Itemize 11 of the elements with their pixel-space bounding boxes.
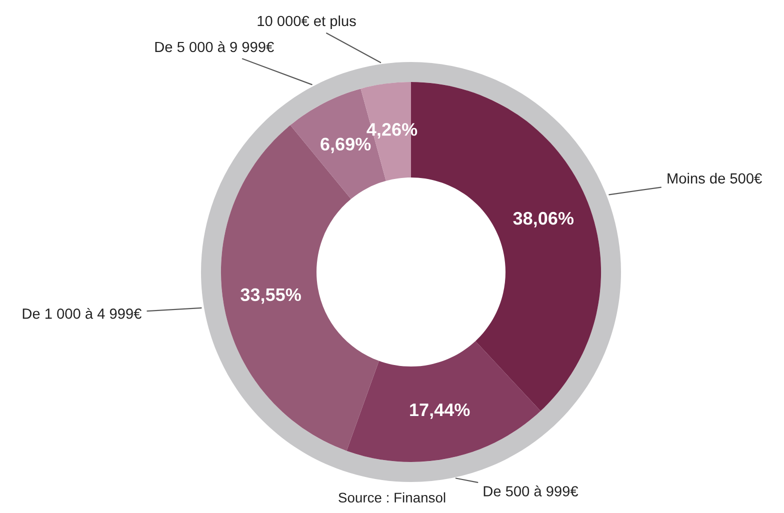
data-label: 33,55% [240, 288, 301, 304]
slice-label: 10 000€ et plus [258, 15, 356, 30]
data-label: 17,44% [410, 403, 470, 419]
source-note: Source : Finansol [338, 492, 446, 503]
donut-slice [346, 341, 541, 462]
data-label: 38,06% [513, 212, 574, 228]
slice-label: De 500 à 999€ [484, 486, 578, 496]
slice-label: De 1 000 à 4 999€ [22, 308, 142, 319]
slice-label: De 5 000 à 9 999€ [155, 41, 274, 52]
data-label: 6,69% [320, 138, 371, 154]
slice-label: Moins de 500€ [668, 172, 762, 184]
